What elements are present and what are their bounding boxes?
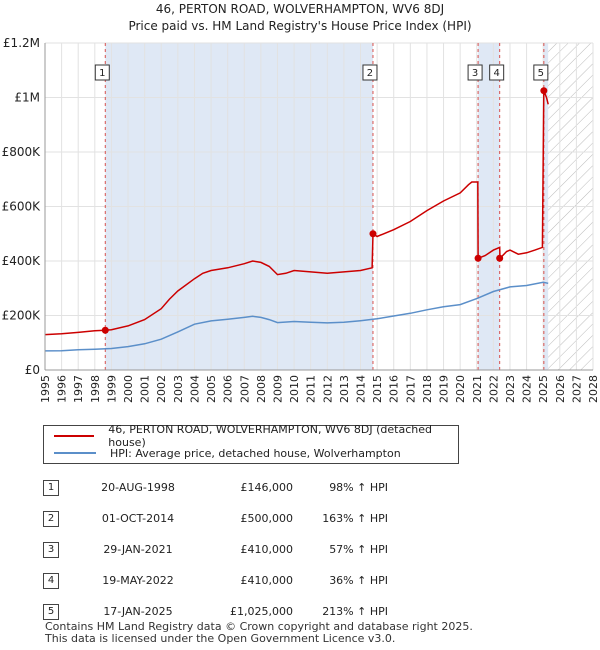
sale-date: 29-JAN-2021 bbox=[103, 543, 173, 556]
x-tick-label: 2001 bbox=[139, 375, 152, 403]
x-tick-label: 2008 bbox=[255, 375, 268, 403]
x-tick-label: 2018 bbox=[421, 375, 434, 403]
sale-hpi-change: 98% ↑ HPI bbox=[329, 481, 388, 494]
x-tick-label: 2005 bbox=[205, 375, 218, 403]
sale-price: £410,000 bbox=[240, 543, 294, 556]
legend-property-swatch bbox=[54, 435, 95, 437]
sale-label-box bbox=[94, 64, 110, 81]
x-tick-label: 2000 bbox=[122, 375, 135, 403]
sale-label-text: 3 bbox=[472, 68, 478, 79]
hpi-line bbox=[44, 281, 549, 352]
sale-point bbox=[369, 230, 377, 238]
sale-price: £1,025,000 bbox=[230, 605, 293, 618]
sale-price: £146,000 bbox=[240, 481, 294, 494]
sale-date: 20-AUG-1998 bbox=[101, 481, 175, 494]
sale-label-text: 1 bbox=[99, 68, 105, 79]
x-tick-label: 2025 bbox=[537, 375, 550, 403]
sale-label-text: 4 bbox=[493, 68, 499, 79]
x-tick-label: 2003 bbox=[172, 375, 185, 403]
chart-title: 46, PERTON ROAD, WOLVERHAMPTON, WV6 8DJ bbox=[156, 2, 444, 16]
sale-label-box bbox=[489, 64, 505, 81]
sale-hpi-change: 57% ↑ HPI bbox=[329, 543, 388, 556]
x-tick-label: 2002 bbox=[155, 375, 168, 403]
legend: 46, PERTON ROAD, WOLVERHAMPTON, WV6 8DJ … bbox=[43, 423, 459, 464]
x-tick-label: 2014 bbox=[355, 375, 368, 403]
sale-number-badge: 2 bbox=[43, 510, 59, 527]
legend-item-hpi: HPI: Average price, detached house, Wolv… bbox=[54, 445, 401, 461]
sale-price: £410,000 bbox=[240, 574, 294, 587]
x-tick-label: 1998 bbox=[89, 375, 102, 403]
x-tick-label: 2013 bbox=[338, 375, 351, 403]
x-tick-label: 1997 bbox=[72, 375, 85, 403]
sale-price: £500,000 bbox=[240, 512, 294, 525]
legend-item-property: 46, PERTON ROAD, WOLVERHAMPTON, WV6 8DJ … bbox=[54, 423, 458, 449]
table-row: 4 19-MAY-2022 £410,000 36% ↑ HPI bbox=[43, 565, 388, 596]
table-row: 3 29-JAN-2021 £410,000 57% ↑ HPI bbox=[43, 534, 388, 565]
x-tick-label: 2023 bbox=[504, 375, 517, 403]
x-tick-label: 2015 bbox=[371, 375, 384, 403]
y-tick-label: £1.2M bbox=[3, 36, 40, 50]
sale-point bbox=[101, 326, 109, 334]
price-chart: 46, PERTON ROAD, WOLVERHAMPTON, WV6 8DJ … bbox=[2, 2, 600, 403]
sale-label-text: 5 bbox=[538, 68, 544, 79]
footer-licence: This data is licensed under the Open Gov… bbox=[45, 632, 396, 645]
x-tick-label: 2016 bbox=[388, 375, 401, 403]
sale-label-text: 2 bbox=[367, 68, 373, 79]
sale-point bbox=[496, 254, 504, 262]
y-tick-label: £400K bbox=[2, 254, 42, 268]
legend-hpi-swatch bbox=[54, 452, 96, 454]
x-tick-label: 2012 bbox=[321, 375, 334, 403]
x-tick-label: 2017 bbox=[404, 375, 417, 403]
sale-hpi-change: 36% ↑ HPI bbox=[329, 574, 388, 587]
x-tick-label: 2009 bbox=[271, 375, 284, 403]
sale-hpi-change: 163% ↑ HPI bbox=[322, 512, 388, 525]
sale-number-badge: 1 bbox=[43, 479, 59, 496]
y-tick-label: £600K bbox=[2, 200, 42, 214]
x-tick-label: 2011 bbox=[305, 375, 318, 403]
x-tick-label: 1995 bbox=[39, 375, 52, 403]
sale-date: 17-JAN-2025 bbox=[103, 605, 173, 618]
x-tick-label: 2010 bbox=[288, 375, 301, 403]
x-tick-label: 2004 bbox=[188, 375, 201, 403]
sale-label-box bbox=[467, 64, 483, 81]
x-tick-label: 2007 bbox=[238, 375, 251, 403]
sale-number-badge: 5 bbox=[43, 603, 59, 620]
table-row: 5 17-JAN-2025 £1,025,000 213% ↑ HPI bbox=[43, 596, 388, 627]
sale-date: 19-MAY-2022 bbox=[102, 574, 174, 587]
table-row: 2 01-OCT-2014 £500,000 163% ↑ HPI bbox=[43, 503, 388, 534]
legend-hpi-label: HPI: Average price, detached house, Wolv… bbox=[110, 446, 401, 460]
y-tick-label: £0 bbox=[25, 363, 40, 377]
sale-number-badge: 3 bbox=[43, 541, 59, 558]
table-row: 1 20-AUG-1998 £146,000 98% ↑ HPI bbox=[43, 472, 388, 503]
x-tick-label: 2027 bbox=[570, 375, 583, 403]
legend-property-label: 46, PERTON ROAD, WOLVERHAMPTON, WV6 8DJ … bbox=[108, 423, 432, 449]
footer: Contains HM Land Registry data © Crown c… bbox=[45, 621, 473, 645]
sale-point bbox=[474, 254, 482, 262]
y-tick-label: £800K bbox=[2, 145, 42, 159]
sale-label-box bbox=[533, 64, 549, 81]
sale-number-badge: 4 bbox=[43, 572, 59, 589]
x-tick-label: 2006 bbox=[222, 375, 235, 403]
sale-label-box bbox=[362, 64, 378, 81]
sale-point bbox=[540, 87, 548, 95]
x-tick-label: 2021 bbox=[471, 375, 484, 403]
x-tick-label: 2028 bbox=[587, 375, 600, 403]
x-tick-label: 2020 bbox=[454, 375, 467, 403]
x-tick-label: 1999 bbox=[105, 375, 118, 403]
x-tick-label: 1996 bbox=[56, 375, 69, 403]
x-tick-label: 2026 bbox=[554, 375, 567, 403]
chart-subtitle: Price paid vs. HM Land Registry's House … bbox=[128, 19, 471, 33]
y-tick-label: £200K bbox=[2, 309, 42, 323]
property-price-line bbox=[44, 90, 549, 336]
x-tick-label: 2019 bbox=[438, 375, 451, 403]
footer-copyright: Contains HM Land Registry data © Crown c… bbox=[45, 620, 473, 633]
x-tick-label: 2022 bbox=[487, 375, 500, 403]
sale-date: 01-OCT-2014 bbox=[101, 512, 175, 525]
sales-table: 1 20-AUG-1998 £146,000 98% ↑ HPI 2 01-OC… bbox=[43, 472, 388, 627]
x-tick-label: 2024 bbox=[521, 375, 534, 403]
y-tick-label: £1M bbox=[14, 91, 40, 105]
sale-hpi-change: 213% ↑ HPI bbox=[322, 605, 388, 618]
